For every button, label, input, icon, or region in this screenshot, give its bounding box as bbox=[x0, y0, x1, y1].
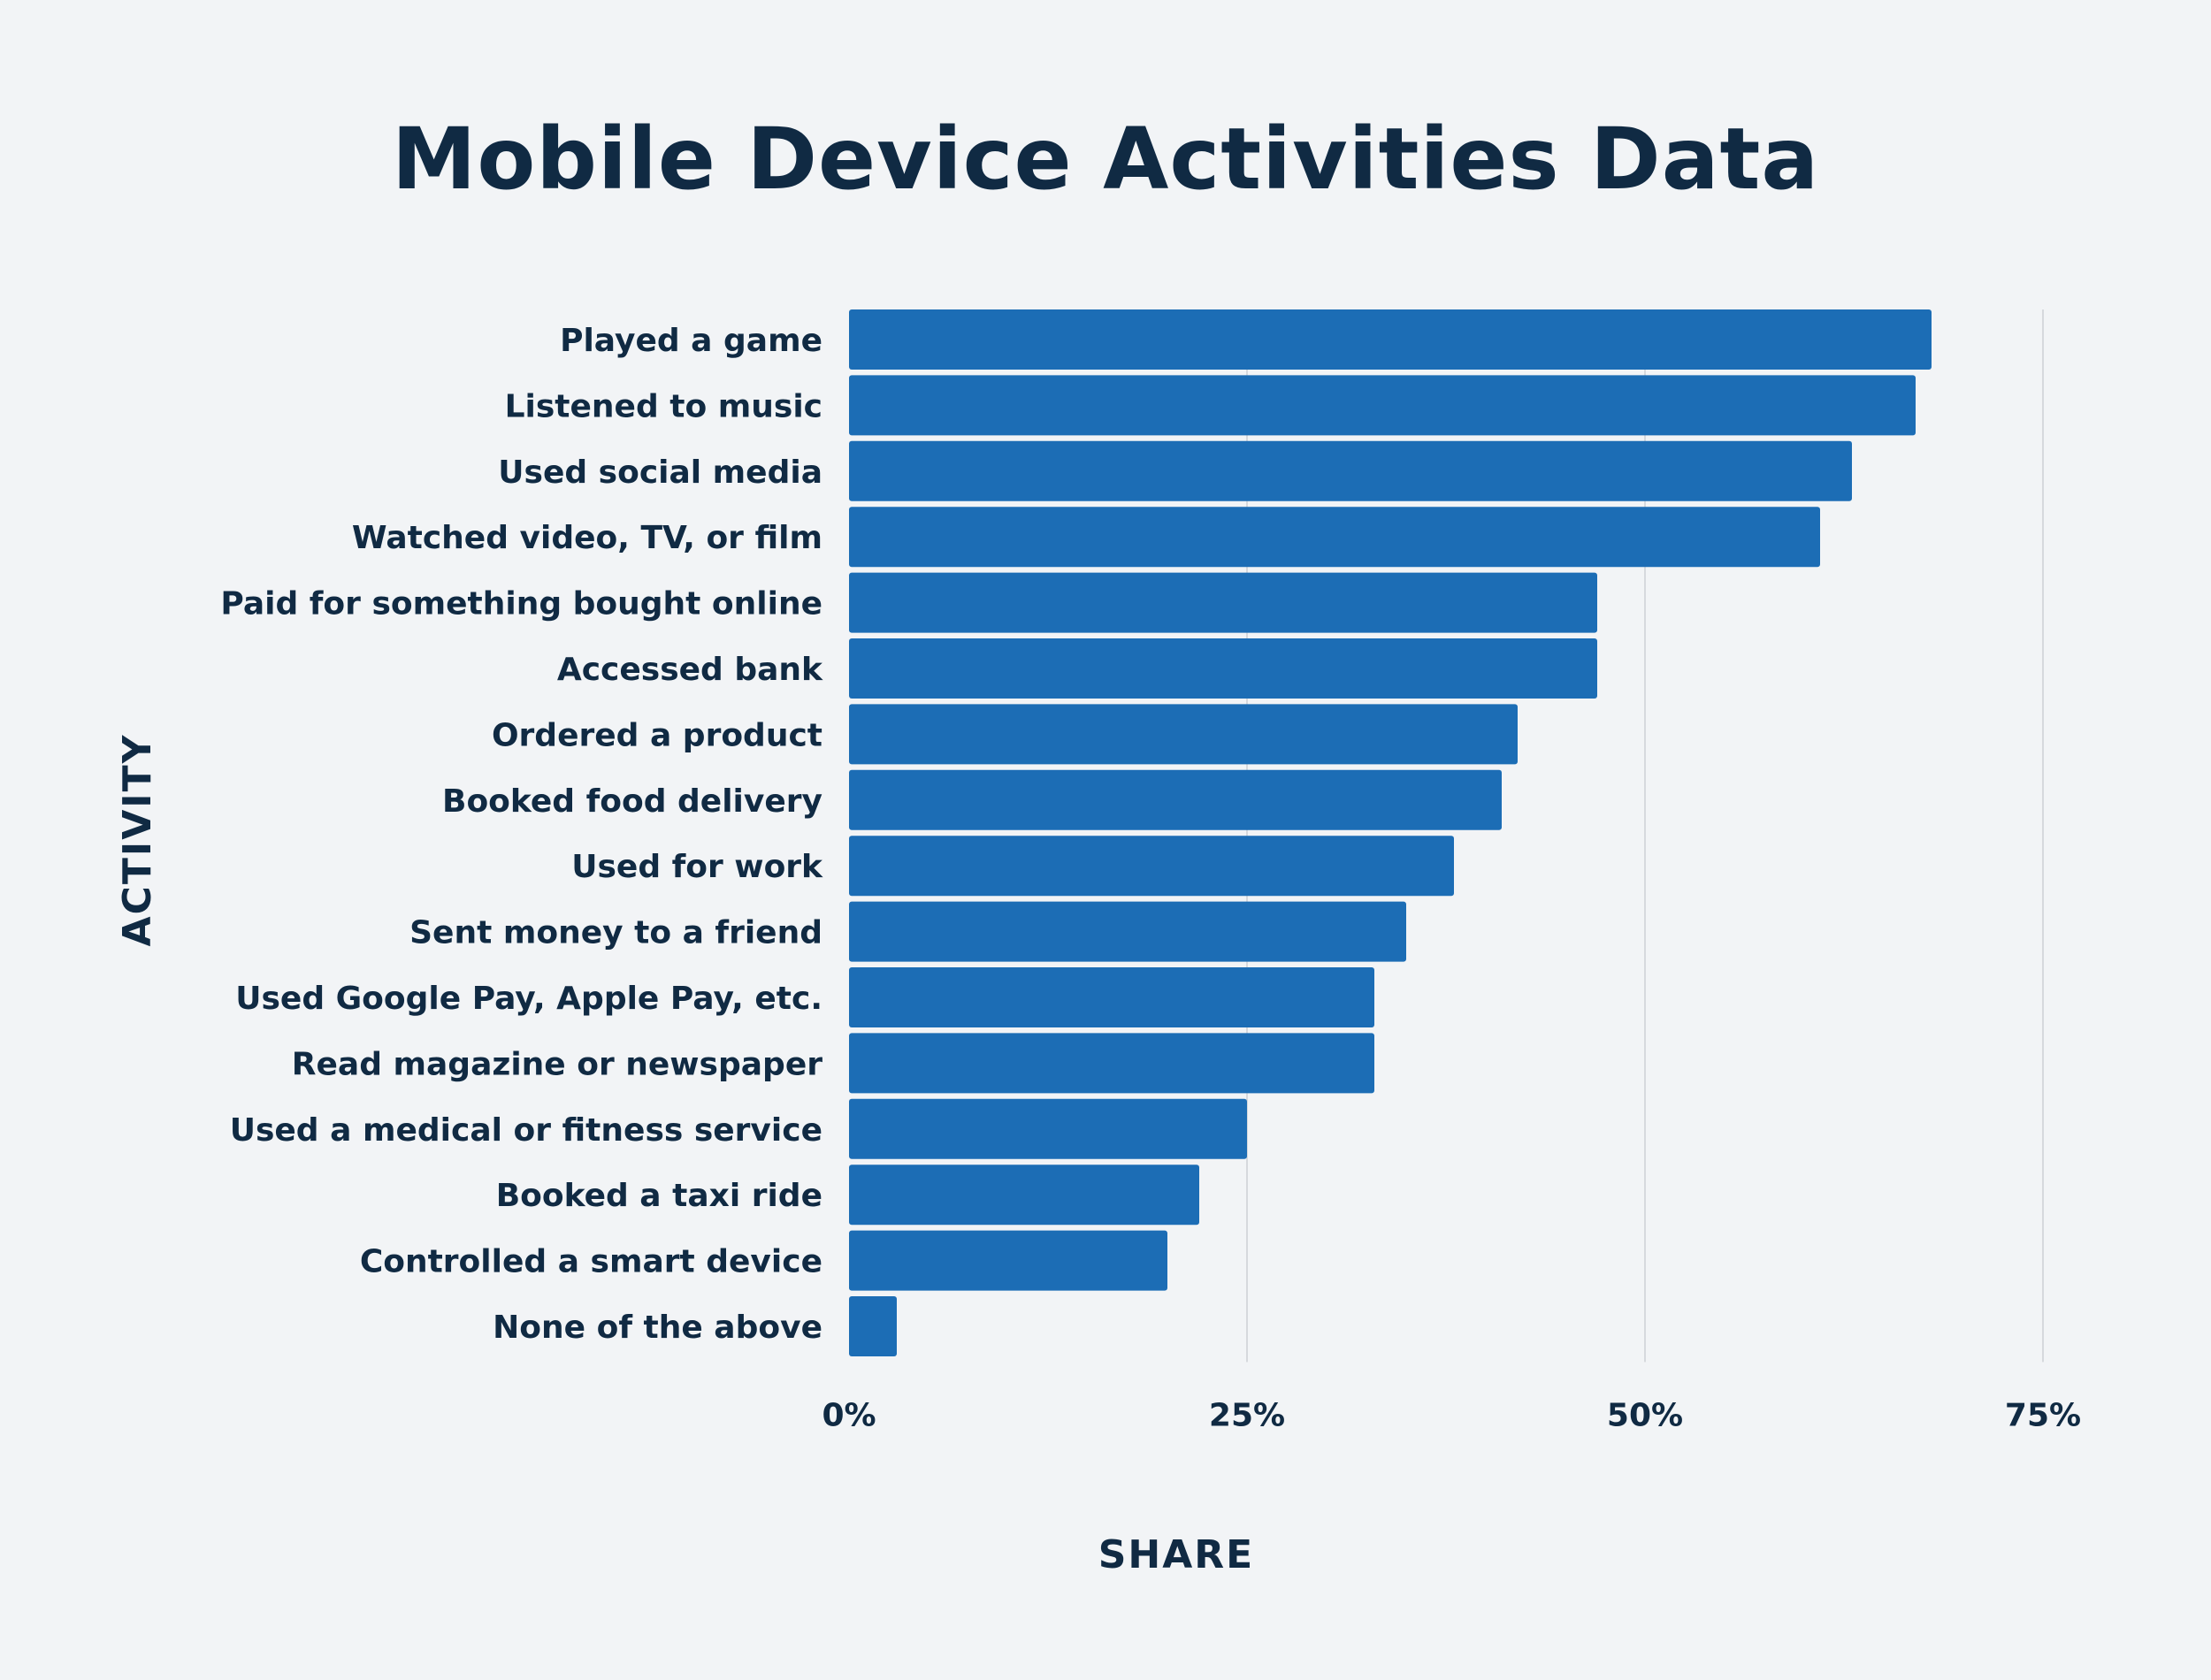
bar bbox=[849, 375, 1916, 436]
category-label: Read magazine or newspaper bbox=[292, 1046, 822, 1082]
x-tick-label: 50% bbox=[1607, 1397, 1683, 1433]
category-labels: Played a game Listened to music Used socia… bbox=[220, 323, 823, 1346]
x-tick-label: 25% bbox=[1209, 1397, 1285, 1433]
bar bbox=[849, 769, 1502, 830]
chart-title: Mobile Device Activities Data bbox=[391, 110, 1820, 209]
bar bbox=[849, 1033, 1374, 1094]
bar bbox=[849, 440, 1852, 501]
bar bbox=[849, 1296, 897, 1356]
category-label: Sent money to a friend bbox=[409, 915, 822, 951]
bar bbox=[849, 507, 1820, 568]
bar bbox=[849, 704, 1518, 765]
category-label: Listened to music bbox=[505, 388, 822, 424]
category-label: Booked food delivery bbox=[442, 783, 822, 820]
bar bbox=[849, 309, 1932, 370]
bar bbox=[849, 901, 1406, 962]
x-tick-labels: 0% 25% 50% 75% bbox=[822, 1397, 2081, 1433]
category-label: None of the above bbox=[493, 1310, 822, 1346]
category-label: Played a game bbox=[560, 323, 822, 359]
bar bbox=[849, 1230, 1167, 1291]
category-label: Controlled a smart device bbox=[360, 1244, 822, 1280]
category-label: Used social media bbox=[498, 454, 822, 491]
category-label: Watched video, TV, or film bbox=[352, 520, 822, 556]
x-tick-label: 75% bbox=[2005, 1397, 2081, 1433]
category-label: Paid for something bought online bbox=[220, 586, 822, 622]
category-label: Ordered a product bbox=[492, 717, 822, 753]
bar bbox=[849, 572, 1597, 633]
category-label: Used a medical or fitness service bbox=[230, 1112, 822, 1149]
bar bbox=[849, 638, 1597, 699]
bar bbox=[849, 1165, 1199, 1226]
x-axis-title: SHARE bbox=[1098, 1532, 1255, 1577]
category-label: Used for work bbox=[571, 849, 823, 885]
category-label: Used Google Pay, Apple Pay, etc. bbox=[235, 981, 822, 1017]
x-tick-label: 0% bbox=[822, 1397, 876, 1433]
category-label: Accessed bank bbox=[557, 652, 823, 688]
bar bbox=[849, 967, 1374, 1027]
bars bbox=[849, 309, 1932, 1356]
bar bbox=[849, 836, 1454, 897]
category-label: Booked a taxi ride bbox=[496, 1178, 822, 1214]
y-axis-title: ACTIVITY bbox=[115, 733, 160, 946]
bar bbox=[849, 1098, 1247, 1159]
